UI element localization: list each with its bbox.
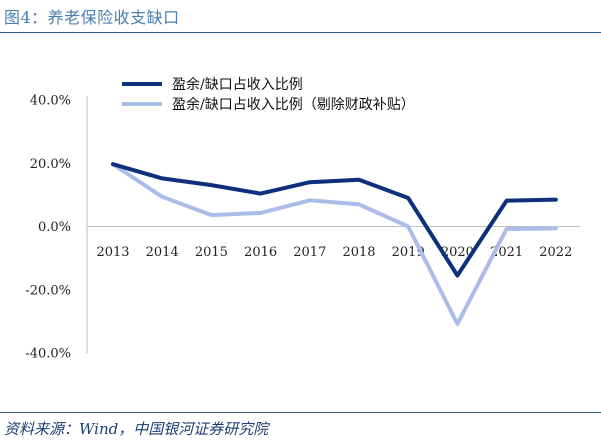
series-line-2: [111, 162, 558, 326]
x-tick-label: 2017: [293, 245, 326, 260]
figure-title: 图4：养老保险收支缺口: [4, 8, 180, 27]
x-tick-label: 2015: [195, 245, 228, 260]
title-divider: [0, 32, 601, 33]
x-tick-label: 2019: [392, 245, 425, 260]
series-lines: [111, 162, 558, 326]
x-tick-label: 2022: [539, 245, 572, 260]
source-divider: [0, 412, 601, 413]
y-tick-label: 0.0%: [38, 220, 71, 235]
x-tick-label: 2013: [96, 245, 129, 260]
x-axis: 2013 2014 2015 2016 2017 2018 2019 2020 2021 2022: [87, 226, 580, 260]
x-tick-label: 2020: [441, 245, 474, 260]
y-tick-label: 40.0%: [30, 94, 71, 109]
y-tick-label: -40.0%: [25, 347, 71, 362]
legend-label-1: 盈余/缺口占收入比例: [172, 76, 303, 93]
series-line-1: [111, 162, 558, 278]
y-tick-label: 20.0%: [30, 157, 71, 172]
source-note: 资料来源：Wind，中国银河证券研究院: [4, 420, 269, 438]
y-axis: 40.0% 20.0% 0.0% -20.0% -40.0%: [25, 94, 88, 362]
x-tick-label: 2014: [146, 245, 179, 260]
x-tick-label: 2016: [244, 245, 277, 260]
x-tick-label: 2018: [342, 245, 375, 260]
y-tick-label: -20.0%: [25, 283, 71, 298]
legend-label-2: 盈余/缺口占收入比例（剔除财政补贴）: [172, 96, 415, 113]
